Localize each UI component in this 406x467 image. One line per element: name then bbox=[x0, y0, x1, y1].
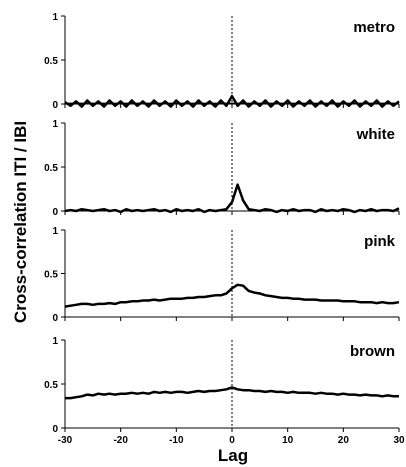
x-tick-label: 0 bbox=[229, 435, 235, 446]
y-tick-label: 0 bbox=[52, 313, 58, 324]
y-tick-label: 0 bbox=[52, 100, 58, 111]
x-tick-label: 10 bbox=[282, 435, 294, 446]
y-axis-title: Cross-correlation ITI / IBI bbox=[11, 121, 30, 323]
y-tick-label: 0.5 bbox=[44, 380, 58, 391]
y-tick-label: 0 bbox=[52, 207, 58, 218]
y-tick-label: 1 bbox=[52, 12, 58, 23]
y-tick-label: 1 bbox=[52, 119, 58, 130]
panel-label-pink: pink bbox=[364, 233, 395, 250]
x-tick-label: 20 bbox=[338, 435, 350, 446]
panel-white: 0 0.5 1 white bbox=[44, 119, 400, 218]
x-axis-title: Lag bbox=[218, 446, 248, 465]
y-tick-label: 0.5 bbox=[44, 270, 58, 281]
panel-label-white: white bbox=[356, 126, 395, 143]
series-line-white-1 bbox=[64, 183, 400, 214]
chart-panels: 0 0.5 1 metro 0 0.5 1 white 0 0.5 1 pink 0 0.5 1 brown -… bbox=[44, 12, 405, 446]
y-tick-label: 0.5 bbox=[44, 163, 58, 174]
series-line-metro-1 bbox=[64, 94, 400, 108]
y-tick-label: 1 bbox=[52, 336, 58, 347]
x-tick-label: 30 bbox=[393, 435, 405, 446]
x-tick-label: -10 bbox=[169, 435, 184, 446]
y-tick-label: 0.5 bbox=[44, 56, 58, 67]
panel-brown: 0 0.5 1 brown bbox=[44, 336, 400, 435]
panel-label-brown: brown bbox=[350, 343, 395, 360]
y-tick-label: 1 bbox=[52, 226, 58, 237]
series-line-pink-1 bbox=[64, 283, 400, 308]
panel-pink: 0 0.5 1 pink bbox=[44, 226, 400, 324]
panel-label-metro: metro bbox=[353, 19, 395, 36]
panel-metro: 0 0.5 1 metro bbox=[44, 12, 400, 111]
series-line-brown-1 bbox=[65, 386, 399, 400]
x-tick-label: -30 bbox=[58, 435, 73, 446]
x-tick-label: -20 bbox=[113, 435, 128, 446]
y-tick-label: 0 bbox=[52, 424, 58, 435]
